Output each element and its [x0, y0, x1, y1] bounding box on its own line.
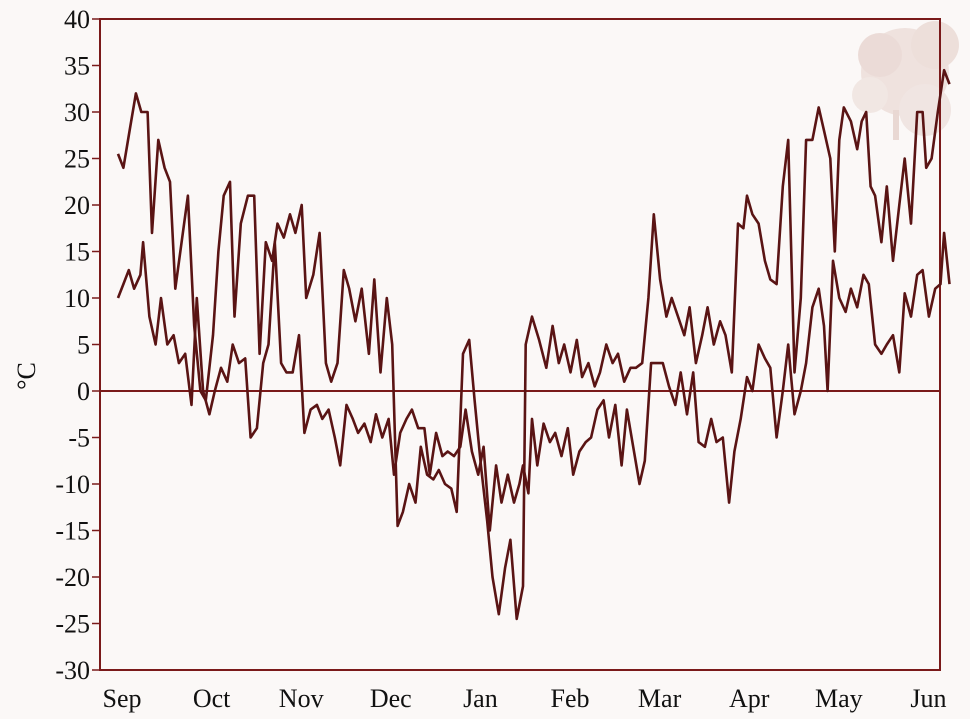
- y-tick-label: 30: [64, 98, 90, 127]
- plot-frame: [99, 18, 941, 671]
- x-tick-label: Mar: [638, 684, 682, 713]
- x-tick-label: Dec: [370, 684, 412, 713]
- y-tick-label: 25: [64, 145, 90, 174]
- decorative-tree-watermark: [852, 21, 959, 140]
- y-axis: 40 35 30 25 20 15 10 5 0 -5 -10 -15 -20 -25 -30: [55, 5, 100, 685]
- y-tick-label: -20: [55, 563, 90, 592]
- y-tick-label: 5: [77, 331, 90, 360]
- y-tick-label: 15: [64, 238, 90, 267]
- y-tick-label: -25: [55, 610, 90, 639]
- x-tick-label: Jan: [463, 684, 498, 713]
- x-axis: Sep Oct Nov Dec Jan Feb Mar Apr May Jun: [103, 684, 947, 713]
- x-tick-label: Jun: [910, 684, 946, 713]
- y-tick-label: -5: [68, 424, 90, 453]
- y-tick-label: 10: [64, 284, 90, 313]
- y-tick-label: -15: [55, 517, 90, 546]
- series-group: [116, 68, 951, 621]
- y-tick-label: 35: [64, 52, 90, 81]
- series-line-1: [116, 68, 951, 621]
- x-tick-label: Nov: [279, 684, 324, 713]
- series-line-2: [116, 231, 951, 532]
- y-tick-label: 40: [64, 5, 90, 34]
- y-tick-label: 0: [77, 377, 90, 406]
- y-tick-label: -30: [55, 656, 90, 685]
- y-tick-label: 20: [64, 191, 90, 220]
- y-tick-label: -10: [55, 470, 90, 499]
- x-tick-label: Oct: [193, 684, 231, 713]
- y-axis-title: °C: [12, 362, 41, 390]
- x-tick-label: Apr: [729, 684, 770, 713]
- x-tick-label: Sep: [103, 684, 142, 713]
- x-tick-label: Feb: [551, 684, 590, 713]
- x-tick-label: May: [815, 684, 863, 713]
